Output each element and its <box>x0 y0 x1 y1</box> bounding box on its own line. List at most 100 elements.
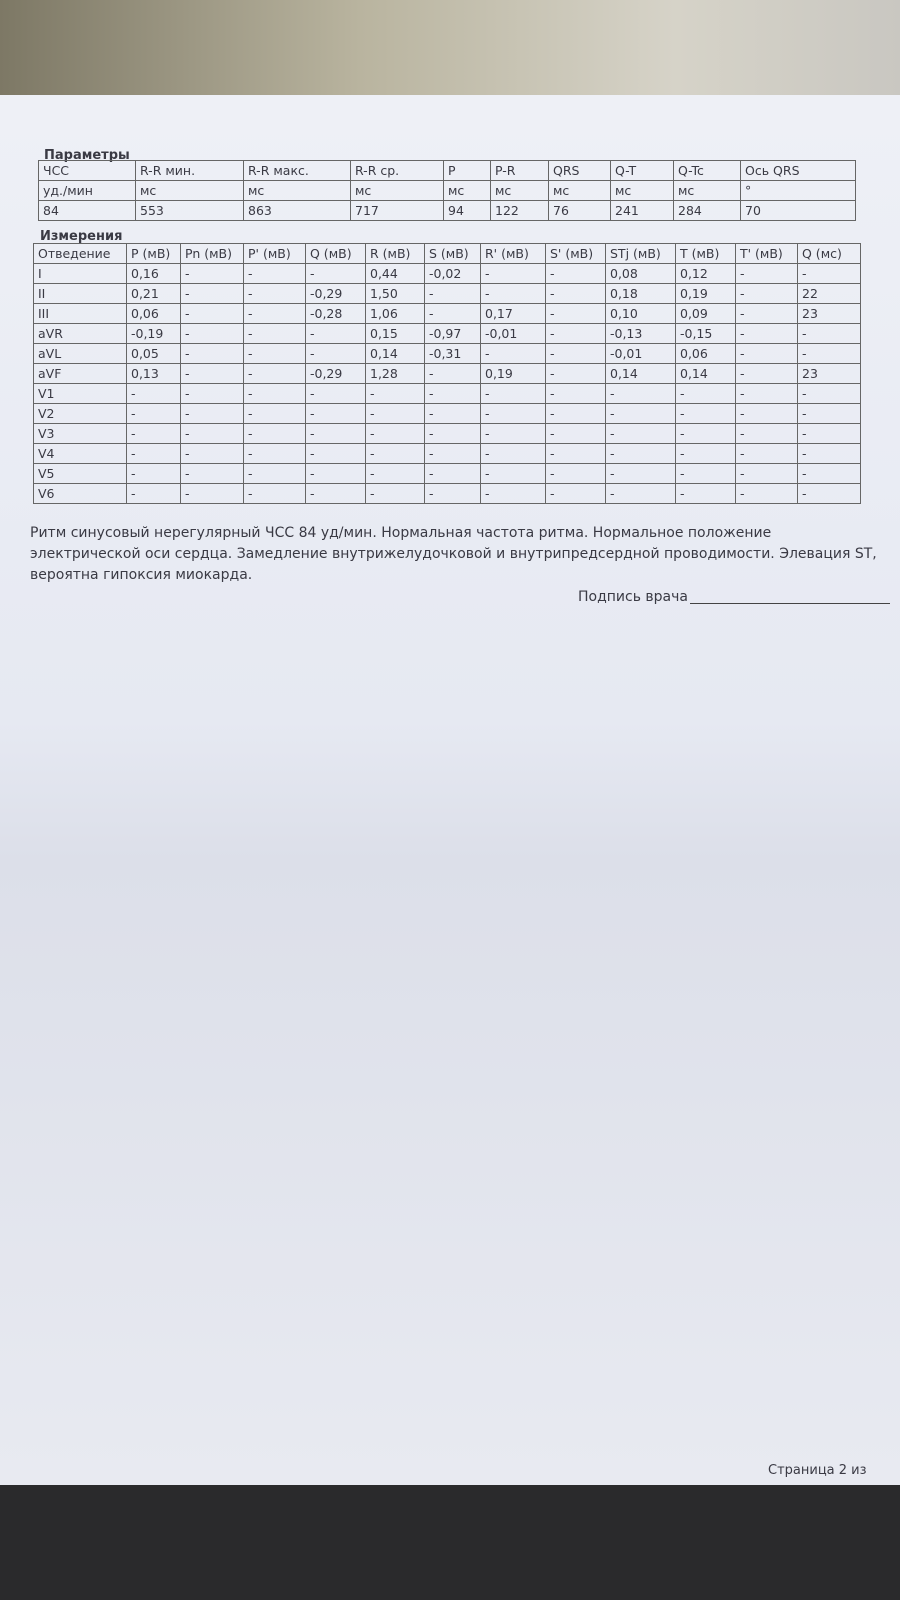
table-cell: aVF <box>33 363 127 384</box>
table-cell: - <box>305 483 366 504</box>
table-cell: - <box>735 403 798 424</box>
measurements-table: Отведение P (мВ) Pn (мВ) P' (мВ) Q (мВ) R (мВ… <box>33 243 861 504</box>
table-cell: 284 <box>673 200 741 221</box>
table-cell: - <box>735 443 798 464</box>
table-cell: Отведение <box>33 243 127 264</box>
table-row: V6- - - - - - - - - - - - <box>33 483 861 504</box>
table-cell: 122 <box>490 200 549 221</box>
table-cell: - <box>305 403 366 424</box>
table-row: Отведение P (мВ) Pn (мВ) P' (мВ) Q (мВ) R (мВ… <box>33 243 861 264</box>
table-cell: -0,19 <box>126 323 181 344</box>
table-cell: 23 <box>797 363 861 384</box>
table-cell: - <box>180 263 244 284</box>
table-cell: R-R макс. <box>243 160 351 181</box>
table-cell: - <box>365 403 425 424</box>
table-cell: 717 <box>350 200 444 221</box>
table-cell: -0,29 <box>305 283 366 304</box>
table-cell: - <box>243 283 306 304</box>
table-cell: - <box>675 383 736 404</box>
table-row: I 0,16- - -0,44 -0,02- -0,08 0,12- - <box>33 263 861 284</box>
table-cell: - <box>545 443 606 464</box>
table-cell: - <box>675 463 736 484</box>
table-cell: 0,14 <box>675 363 736 384</box>
table-cell: уд./мин <box>38 180 136 201</box>
table-row: V4- - - - - - - - - - - - <box>33 443 861 464</box>
table-cell: - <box>545 263 606 284</box>
table-cell: - <box>480 443 546 464</box>
table-cell: - <box>480 283 546 304</box>
table-cell: - <box>126 443 181 464</box>
table-cell: - <box>243 263 306 284</box>
table-cell: R' (мВ) <box>480 243 546 264</box>
table-cell: - <box>735 463 798 484</box>
table-cell: 84 <box>38 200 136 221</box>
table-cell: 0,14 <box>605 363 676 384</box>
table-cell: - <box>424 423 481 444</box>
table-cell: 0,44 <box>365 263 425 284</box>
table-cell: -0,15 <box>675 323 736 344</box>
table-cell: - <box>480 343 546 364</box>
table-cell: 0,21 <box>126 283 181 304</box>
table-cell: - <box>243 343 306 364</box>
table-cell: 1,50 <box>365 283 425 304</box>
table-cell: Ось QRS <box>740 160 856 181</box>
table-cell: мс <box>548 180 611 201</box>
table-cell: - <box>180 363 244 384</box>
table-cell: 22 <box>797 283 861 304</box>
table-cell: -0,01 <box>480 323 546 344</box>
table-cell: - <box>126 463 181 484</box>
table-cell: 94 <box>443 200 491 221</box>
table-row: ЧСС R-R мин. R-R макс. R-R ср. P P-R QRS Q-T Q-T… <box>38 160 856 181</box>
table-cell: мс <box>610 180 674 201</box>
table-cell: - <box>675 423 736 444</box>
table-cell: - <box>545 303 606 324</box>
table-cell: -0,28 <box>305 303 366 324</box>
table-cell: - <box>424 483 481 504</box>
table-cell: 0,12 <box>675 263 736 284</box>
table-cell: Q-T <box>610 160 674 181</box>
table-cell: - <box>180 383 244 404</box>
table-cell: - <box>424 443 481 464</box>
table-cell: 70 <box>740 200 856 221</box>
table-row: aVL 0,05- - -0,14 -0,31- - -0,01 0,06- - <box>33 343 861 364</box>
table-cell: - <box>424 303 481 324</box>
table-cell: 0,18 <box>605 283 676 304</box>
table-cell: - <box>735 343 798 364</box>
table-cell: - <box>305 323 366 344</box>
table-cell: ° <box>740 180 856 201</box>
table-cell: R-R ср. <box>350 160 444 181</box>
table-row: II 0,21- - -0,29 1,50- - -0,18 0,19-22 <box>33 283 861 304</box>
table-cell: 0,06 <box>675 343 736 364</box>
table-cell: - <box>243 463 306 484</box>
table-cell: V5 <box>33 463 127 484</box>
table-cell: - <box>797 443 861 464</box>
table-cell: - <box>243 423 306 444</box>
table-cell: - <box>365 463 425 484</box>
table-cell: - <box>675 403 736 424</box>
table-cell: - <box>605 403 676 424</box>
table-cell: 76 <box>548 200 611 221</box>
table-cell: - <box>797 343 861 364</box>
table-cell: - <box>480 403 546 424</box>
parameters-table: ЧСС R-R мин. R-R макс. R-R ср. P P-R QRS Q-T Q-T… <box>38 160 856 221</box>
table-cell: - <box>545 423 606 444</box>
table-cell: - <box>545 383 606 404</box>
table-row: V2- - - - - - - - - - - - <box>33 403 861 424</box>
table-cell: - <box>180 303 244 324</box>
table-cell: R-R мин. <box>135 160 244 181</box>
table-cell: - <box>797 483 861 504</box>
table-cell: - <box>243 483 306 504</box>
table-row: уд./мин мс мс мс мс мс мс мс мс ° <box>38 180 856 201</box>
table-row: 84 553 863 717 94 122 76 241 284 70 <box>38 200 856 221</box>
table-cell: -0,31 <box>424 343 481 364</box>
table-cell: - <box>424 403 481 424</box>
table-cell: - <box>365 483 425 504</box>
table-cell: 1,28 <box>365 363 425 384</box>
table-cell: - <box>545 323 606 344</box>
table-cell: P (мВ) <box>126 243 181 264</box>
table-cell: - <box>180 323 244 344</box>
table-cell: QRS <box>548 160 611 181</box>
table-cell: T' (мВ) <box>735 243 798 264</box>
table-row: V1- - - - - - - - - - - - <box>33 383 861 404</box>
table-cell: мс <box>673 180 741 201</box>
